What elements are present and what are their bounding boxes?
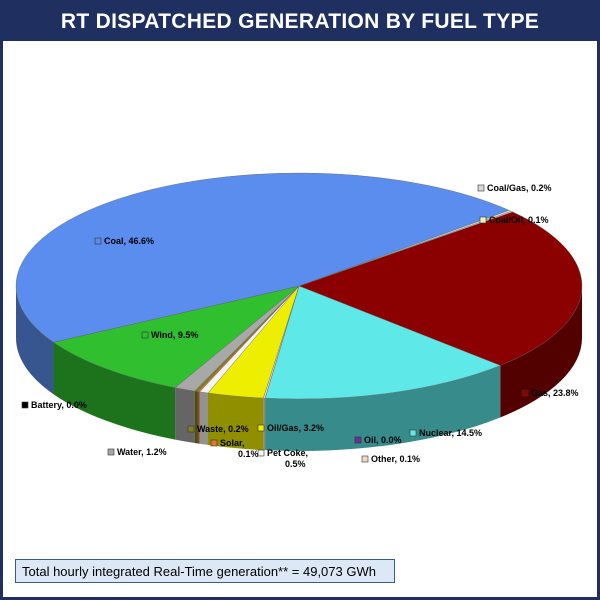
slice <box>15 172 510 343</box>
label-marker <box>187 425 195 433</box>
slice-side <box>194 391 198 444</box>
label-marker <box>354 436 362 444</box>
label-marker <box>257 424 265 432</box>
slice-side <box>175 387 195 444</box>
footer-note: Total hourly integrated Real-Time genera… <box>15 559 395 583</box>
data-label: Solar, 0.1% <box>220 438 259 459</box>
data-label: Coal, 46.6% <box>104 236 154 246</box>
data-label-line: Other, 0.1% <box>371 454 420 464</box>
data-label: Pet Coke, 0.5% <box>267 448 308 469</box>
data-label-line: Water, 1.2% <box>117 447 167 457</box>
slice <box>298 211 514 287</box>
pie-area: Gas, 23.8% Nuclear, 14.5% Oil, 0.0% Other, … <box>15 172 583 469</box>
data-label-line: 0.5% <box>285 459 306 469</box>
label-marker <box>94 237 102 245</box>
slice-side <box>500 286 582 418</box>
data-label-line: Coal/Gas, 0.2% <box>487 183 552 193</box>
data-label-line: 0.1% <box>238 449 259 459</box>
label-marker <box>257 449 265 457</box>
data-label-line: Nuclear, 14.5% <box>419 428 482 438</box>
slice <box>53 285 300 388</box>
data-label-line: Waste, 0.2% <box>197 424 249 434</box>
data-label: Coal/Gas, 0.2% <box>487 183 552 193</box>
slice-side <box>15 286 54 395</box>
slice-side <box>207 392 264 451</box>
data-label: Battery, 0.0% <box>31 400 87 410</box>
data-label: Nuclear, 14.5% <box>419 428 482 438</box>
data-label: Wind, 9.5% <box>151 330 198 340</box>
data-label-line: Pet Coke, <box>267 448 308 458</box>
data-label-line: Coal, 46.6% <box>104 236 154 246</box>
data-label: Oil, 0.0% <box>364 435 402 445</box>
data-label: Coal/Oil, 0.1% <box>489 215 549 225</box>
data-label-line: Oil, 0.0% <box>364 435 402 445</box>
slice-side <box>53 342 176 440</box>
data-label: Water, 1.2% <box>117 447 167 457</box>
data-label: Oil/Gas, 3.2% <box>267 423 324 433</box>
data-label: Waste, 0.2% <box>197 424 249 434</box>
label-marker <box>477 184 485 192</box>
data-label-line: Coal/Oil, 0.1% <box>489 215 549 225</box>
data-label: Other, 0.1% <box>371 454 420 464</box>
chart-title: RT DISPATCHED GENERATION BY FUEL TYPE <box>3 3 597 41</box>
data-label-line: Battery, 0.0% <box>31 400 87 410</box>
data-label: Gas, 23.8% <box>531 388 579 398</box>
label-marker <box>141 331 149 339</box>
label-marker <box>21 401 29 409</box>
label-marker <box>210 439 218 447</box>
label-marker <box>107 448 115 456</box>
label-marker <box>361 455 369 463</box>
slice <box>298 211 583 366</box>
data-label-line: Oil/Gas, 3.2% <box>267 423 324 433</box>
data-label-line: Gas, 23.8% <box>531 388 579 398</box>
data-label-line: Solar, <box>220 438 245 448</box>
slice <box>264 285 501 400</box>
slice-side <box>197 391 200 444</box>
label-marker <box>479 216 487 224</box>
slice-side <box>199 391 208 445</box>
label-marker <box>521 389 529 397</box>
slice-side <box>263 398 266 451</box>
label-marker <box>409 429 417 437</box>
data-label-line: Wind, 9.5% <box>151 330 198 340</box>
slice-side <box>265 365 501 451</box>
